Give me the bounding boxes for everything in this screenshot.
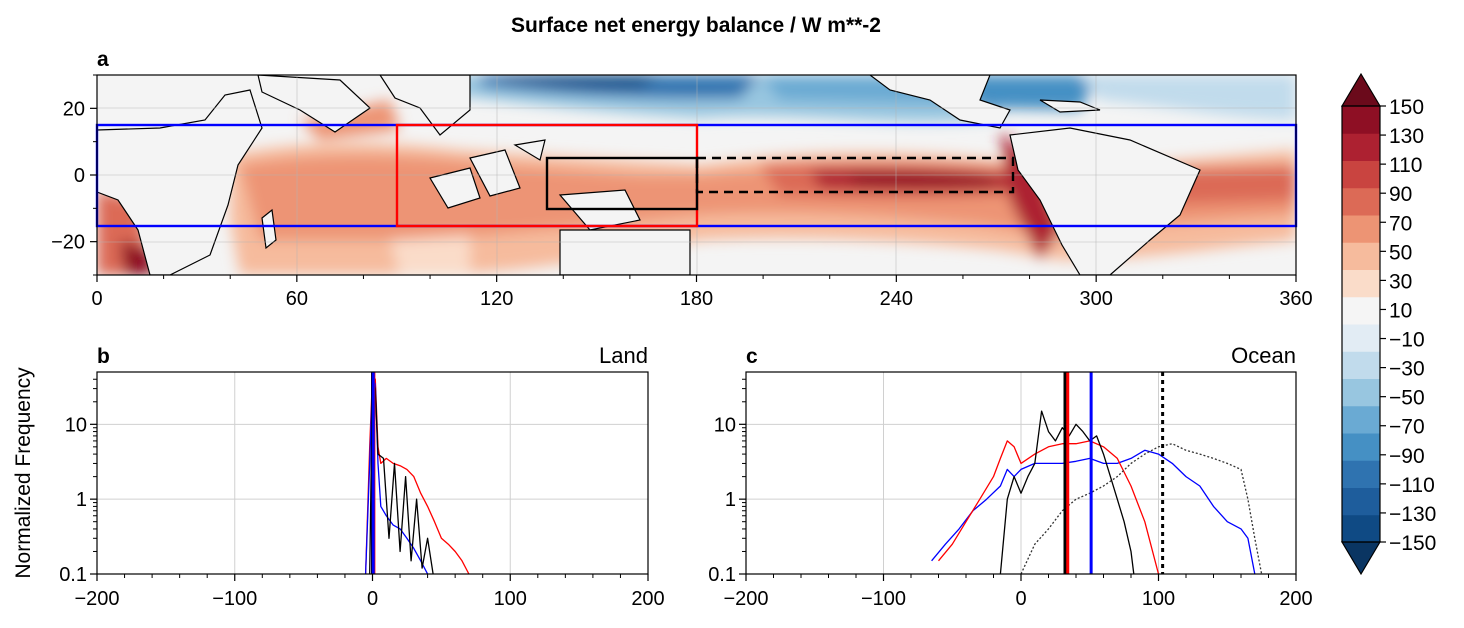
colorbar-tick-label: −150 [1389, 532, 1436, 555]
map-ytick-label: −20 [51, 232, 85, 254]
panel-b-plot [364, 372, 470, 574]
ocean-ytick-label: 1 [725, 489, 736, 511]
ocean-ytick-label: 0.1 [708, 564, 736, 586]
colorbar-tick-label: 70 [1389, 212, 1412, 235]
colorbar-segment [1342, 106, 1380, 134]
colorbar-tick-label: 110 [1389, 154, 1422, 177]
map-xtick-label: 240 [880, 288, 913, 310]
colorbar-over-arrow [1340, 72, 1382, 107]
colorbar-segment [1342, 324, 1380, 352]
map-xtick-label: 300 [1079, 288, 1112, 310]
panel-a-label: a [97, 48, 109, 71]
colorbar-segment [1342, 378, 1380, 407]
colorbar-frame [1341, 105, 1381, 543]
colorbar-tick-label: −70 [1389, 416, 1425, 439]
colorbar-tick-label: −110 [1389, 474, 1435, 497]
colorbar-segment [1342, 160, 1380, 189]
colorbar-segment [1342, 487, 1380, 516]
warm-pool-box [545, 156, 699, 211]
coastlines [97, 75, 1201, 275]
land-xtick-label: −100 [212, 588, 257, 610]
panel-a-axes: 0 60 120 180 240 300 360 20 0 −20 [51, 74, 1313, 310]
panel-c: c Ocean −200 −100 0 100 200 0.1 1 10 [708, 343, 1313, 610]
map-xtick-label: 120 [480, 288, 513, 310]
colorbar-tick-label: 30 [1389, 270, 1412, 293]
land-ytick-label: 1 [76, 489, 87, 511]
panel-c-label: c [746, 345, 758, 368]
land-ytick-label: 10 [65, 414, 87, 436]
cold-tongue-box [695, 156, 1015, 194]
colorbar: −150 −130 −110 −90 −70 −50 −30 −10 10 30 50 70 90 110… [1340, 72, 1436, 576]
colorbar-tick-label: −50 [1389, 387, 1425, 410]
ocean-xtick-label: 200 [1279, 588, 1312, 610]
colorbar-segment [1342, 405, 1380, 434]
colorbar-tick-label: 150 [1389, 96, 1424, 119]
ocean-xtick-label: 0 [1015, 588, 1026, 610]
colorbar-segment [1342, 215, 1380, 243]
colorbar-segment [1342, 351, 1380, 379]
colorbar-segment [1342, 460, 1380, 488]
colorbar-segment [1342, 133, 1380, 161]
panel-c-plot [931, 372, 1263, 574]
land-ytick-label: 0.1 [59, 564, 87, 586]
ocean-xtick-label: 100 [1142, 588, 1175, 610]
figure-title: Surface net energy balance / W m**-2 [511, 14, 881, 37]
panel-b-label: b [97, 345, 110, 368]
panel-b: b Land −200 −100 0 100 200 0.1 1 10 [59, 343, 665, 610]
land-series-red-region [364, 374, 470, 574]
colorbar-tick-label: −130 [1389, 503, 1436, 526]
ocean-series-blue-band [931, 449, 1256, 574]
colorbar-tick-label: −10 [1389, 329, 1425, 352]
map-xtick-label: 0 [91, 288, 102, 310]
land-xtick-label: 200 [631, 588, 664, 610]
panel-a: a [51, 48, 1313, 310]
colorbar-tick-label: −30 [1389, 358, 1425, 381]
colorbar-tick-label: 50 [1389, 241, 1412, 264]
map-ytick-label: 20 [63, 98, 85, 120]
panel-c-grid [745, 372, 1297, 575]
map-field [97, 75, 1296, 275]
colorbar-under-arrow [1340, 541, 1382, 576]
panel-c-axes: −200 −100 0 100 200 0.1 1 10 [708, 378, 1313, 610]
ocean-series-dashed-box [1020, 443, 1263, 574]
colorbar-segment [1342, 433, 1380, 461]
ocean-xtick-label: −100 [861, 588, 906, 610]
colorbar-tick-label: 10 [1389, 299, 1412, 322]
colorbar-segment [1342, 242, 1380, 270]
colorbar-tick-label: 90 [1389, 183, 1412, 206]
land-xtick-label: −200 [74, 588, 119, 610]
map-xtick-label: 60 [286, 288, 308, 310]
map-xtick-label: 180 [680, 288, 713, 310]
shared-ylabel: Normalized Frequency [12, 367, 35, 579]
ocean-series-red-region [938, 440, 1160, 574]
map-ytick-label: 0 [74, 165, 85, 187]
ocean-ytick-label: 10 [714, 414, 736, 436]
colorbar-tick-label: 130 [1389, 125, 1424, 148]
land-xtick-label: 0 [367, 588, 378, 610]
colorbar-segment [1342, 296, 1380, 325]
colorbar-segment [1342, 187, 1380, 216]
panel-b-axes: −200 −100 0 100 200 0.1 1 10 [59, 378, 665, 610]
land-xtick-label: 100 [494, 588, 527, 610]
colorbar-segment [1342, 269, 1380, 298]
colorbar-segment [1342, 514, 1380, 543]
panel-b-title: Land [599, 343, 648, 368]
colorbar-tick-label: −90 [1389, 445, 1425, 468]
land-series-black-box [369, 374, 434, 574]
map-xtick-label: 360 [1279, 288, 1312, 310]
ocean-xtick-label: −200 [723, 588, 768, 610]
panel-c-title: Ocean [1231, 343, 1296, 368]
